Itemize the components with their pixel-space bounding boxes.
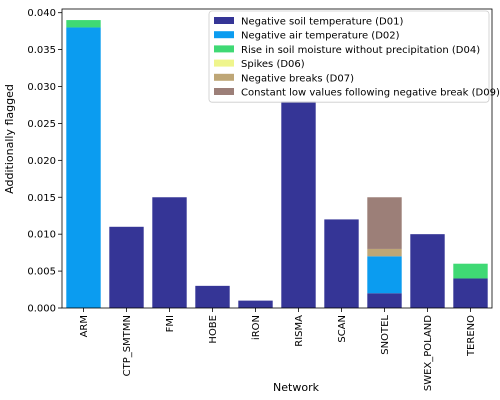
y-tick-label: 0.030 <box>27 82 56 93</box>
bars-layer <box>66 20 488 309</box>
legend-entry: Constant low values following negative b… <box>241 88 500 99</box>
bar-segment <box>195 285 230 308</box>
legend-swatch <box>214 88 234 95</box>
x-tick-label: SNOTEL <box>380 315 391 355</box>
bar-segment <box>281 101 316 308</box>
bar-segment <box>152 197 187 308</box>
y-tick-label: 0.000 <box>27 304 56 315</box>
legend: Negative soil temperature (D01) Negative … <box>208 10 500 103</box>
legend-swatch <box>214 17 234 24</box>
legend-swatch <box>214 73 234 81</box>
y-tick-label: 0.015 <box>27 193 56 204</box>
x-tick-label: FMI <box>165 315 176 332</box>
y-tick-label: 0.020 <box>27 156 56 167</box>
bar-segment <box>367 293 402 308</box>
legend-box <box>208 10 490 103</box>
bar-segment <box>367 197 402 249</box>
bar-segment <box>66 27 101 309</box>
legend-swatch <box>214 45 234 53</box>
y-tick-label: 0.010 <box>27 230 56 241</box>
bar-segment <box>66 20 101 28</box>
y-tick-label: 0.025 <box>27 119 56 130</box>
legend-entry: Rise in soil moisture without precipitat… <box>241 45 480 56</box>
legend-entry: Negative soil temperature (D01) <box>241 17 403 28</box>
bar-segment <box>324 219 359 308</box>
plot-frame <box>61 8 493 309</box>
bar-segment <box>453 263 488 279</box>
bar-segment <box>109 226 144 308</box>
bar-segment <box>453 278 488 308</box>
x-tick-label: SCAN <box>337 315 348 343</box>
legend-swatch <box>214 31 234 39</box>
legend-entry: Spikes (D06) <box>241 59 305 70</box>
x-tick-label: iRON <box>251 315 262 340</box>
y-tick-label: 0.005 <box>27 267 56 278</box>
x-tick-label: TERENO <box>466 315 477 357</box>
y-tick-label: 0.040 <box>27 8 56 19</box>
legend-swatch <box>214 59 234 67</box>
x-tick-label: HOBE <box>208 315 219 344</box>
bar-segment <box>410 234 445 308</box>
bar-segment <box>367 248 402 257</box>
axes-layer: 0.000 0.005 0.010 0.015 0.020 0.025 0.030 0.035… <box>27 8 493 391</box>
y-axis-label: Additionally flagged <box>3 84 16 194</box>
x-tick-label: ARM <box>79 315 90 337</box>
x-tick-label: CTP_SMTMN <box>122 315 133 376</box>
x-axis-label: Network <box>273 381 320 394</box>
x-tick-label: SWEX_POLAND <box>423 315 434 391</box>
y-tick-label: 0.035 <box>27 45 56 56</box>
x-tick-label: RISMA <box>294 315 305 347</box>
legend-entry: Negative breaks (D07) <box>241 73 354 84</box>
bar-segment <box>238 300 273 308</box>
legend-entry: Negative air temperature (D02) <box>241 31 400 42</box>
bar-segment <box>367 256 402 294</box>
